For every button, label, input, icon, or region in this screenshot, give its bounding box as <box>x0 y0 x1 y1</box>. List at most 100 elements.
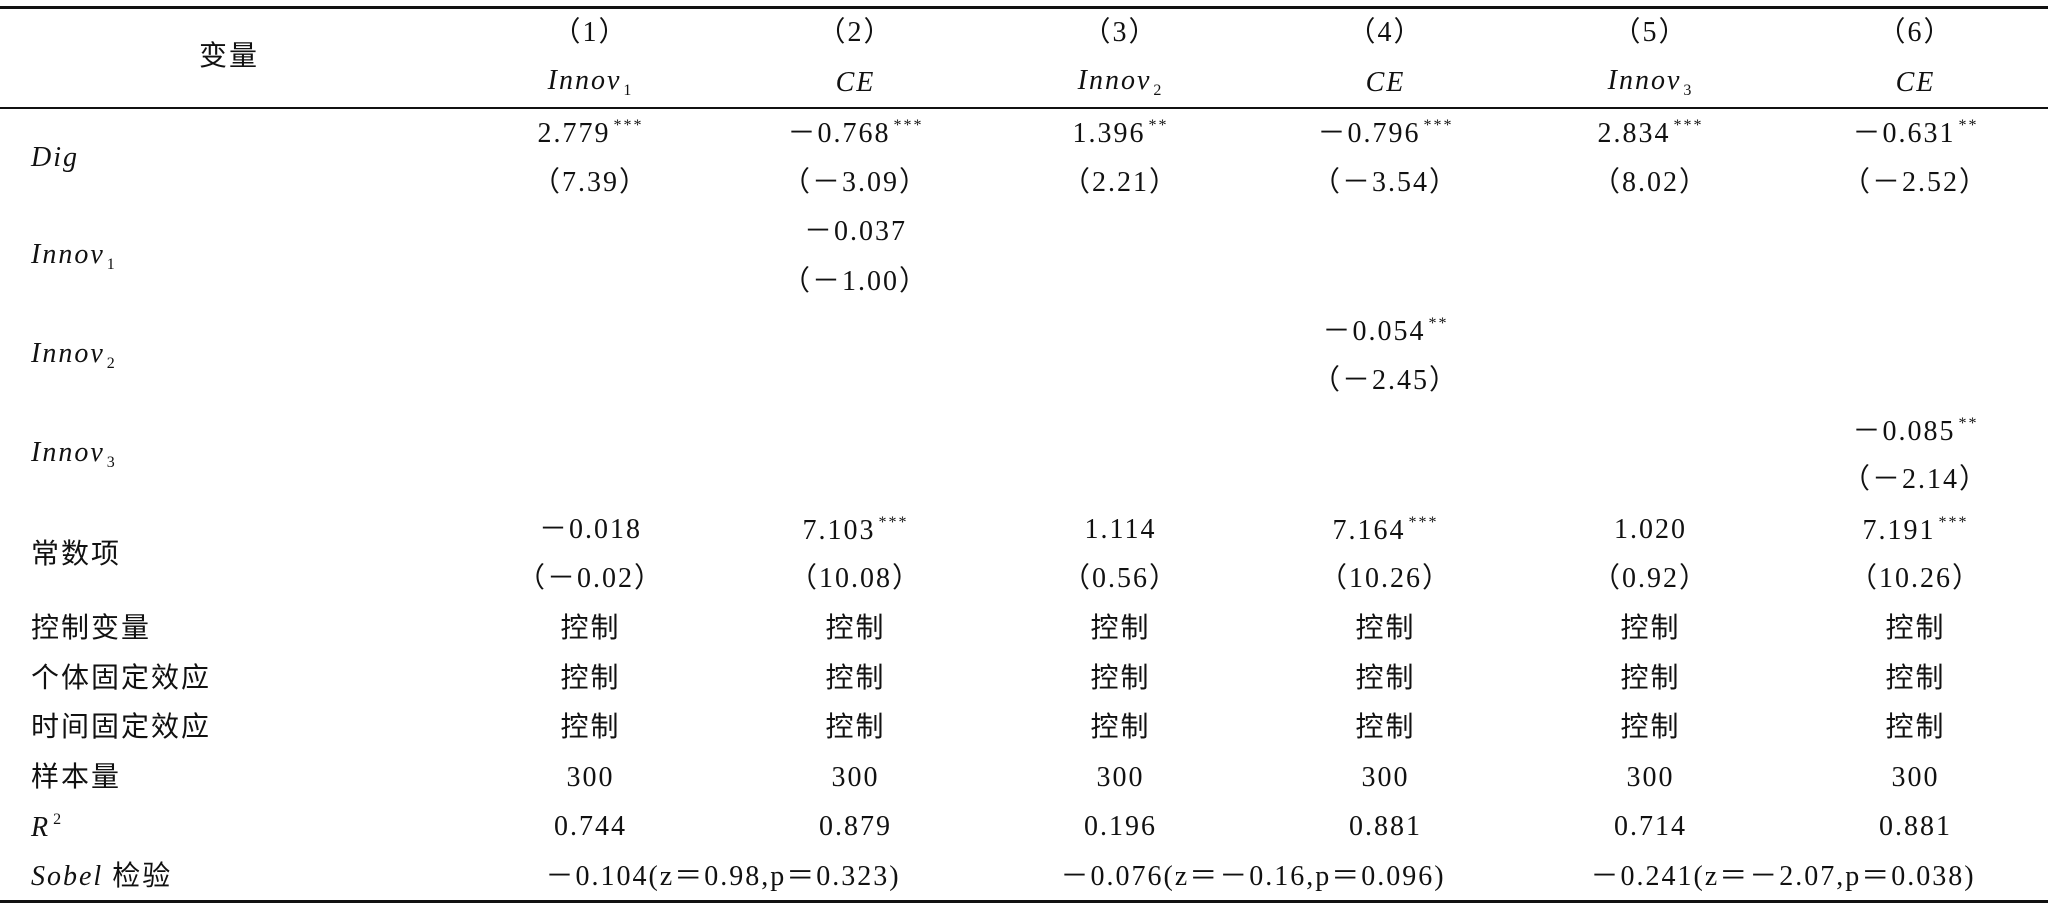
row-label-text: R <box>31 812 51 844</box>
significance-stars: *** <box>878 513 909 531</box>
row-label-text: Dig <box>31 141 79 173</box>
column-number: （1） <box>552 17 629 48</box>
row-label: Innov 3 <box>31 439 117 471</box>
significance-stars: ** <box>1958 117 1979 134</box>
coefficient: 7.103 *** <box>803 513 909 545</box>
top-rule <box>0 6 2048 9</box>
sobel-value: －0.241(z＝－2.07,p＝0.038) <box>1590 861 1976 892</box>
coefficient: 7.191 *** <box>1862 513 1969 546</box>
t-statistic: （－0.02） <box>516 563 665 595</box>
model-name: Innov <box>1077 65 1152 96</box>
significance-stars: *** <box>1938 513 1969 531</box>
significance-stars: *** <box>893 117 924 134</box>
row-label: 个体固定效应 <box>31 662 212 694</box>
coefficient-value: 1.020 <box>1614 513 1687 545</box>
column-number: （4） <box>1347 17 1424 48</box>
column-model: Innov 3 <box>1608 67 1694 99</box>
coefficient: 7.164 *** <box>1333 514 1439 545</box>
cell-value: 控制 <box>825 613 886 644</box>
row-label-text: Sobel <box>31 861 104 892</box>
t-statistic: （－2.45） <box>1311 365 1460 396</box>
coefficient: －0.085 ** <box>1852 414 1979 447</box>
coefficient-value: 7.191 <box>1862 514 1936 546</box>
cell-value: 控制 <box>1090 662 1151 694</box>
coefficient-value: －0.768 <box>787 118 891 149</box>
row-label-text: 样本量 <box>31 761 122 793</box>
coefficient: 1.396 ** <box>1073 118 1169 148</box>
model-name: CE <box>1365 67 1406 98</box>
coefficient-value: －0.018 <box>538 513 643 545</box>
significance-stars: ** <box>1428 315 1449 333</box>
coefficient-value: 2.834 <box>1597 118 1671 149</box>
row-label: 常数项 <box>31 540 121 569</box>
cell-value: 控制 <box>1885 662 1946 694</box>
cell-value: 0.714 <box>1614 811 1687 843</box>
row-label-superscript: 2 <box>53 811 64 829</box>
cell-value: 控制 <box>1620 662 1681 694</box>
column-model: Innov 2 <box>1078 67 1164 99</box>
t-statistic: （8.02） <box>1591 166 1710 198</box>
row-label-text: Innov <box>31 437 105 469</box>
model-name: Innov <box>547 65 622 96</box>
cell-value: 控制 <box>1090 613 1151 644</box>
coefficient-value: －0.631 <box>1852 118 1956 149</box>
coefficient-value: －0.796 <box>1317 118 1421 149</box>
cell-value: 控制 <box>1090 712 1151 744</box>
t-statistic: （0.92） <box>1591 563 1710 595</box>
cell-value: 0.881 <box>1879 811 1952 843</box>
coefficient-value: 1.114 <box>1084 513 1157 545</box>
cell-value: 控制 <box>825 712 886 744</box>
coefficient: 2.834 *** <box>1598 118 1704 148</box>
row-label: Sobel 检验 <box>31 863 172 891</box>
coefficient: －0.018 <box>538 513 643 545</box>
cell-value: 控制 <box>560 613 621 644</box>
row-label-text: Innov <box>31 338 105 370</box>
coefficient-value: －0.054 <box>1322 316 1426 348</box>
coefficient: －0.037 <box>804 218 907 246</box>
coefficient-value: 1.396 <box>1072 118 1146 149</box>
row-label: Innov 1 <box>31 241 117 273</box>
row-label-text: 个体固定效应 <box>31 662 212 694</box>
significance-stars: *** <box>613 117 644 134</box>
cell-value: 300 <box>1096 761 1145 793</box>
row-label: 控制变量 <box>31 615 151 643</box>
cell-value: 0.196 <box>1084 811 1157 843</box>
cell-value: 300 <box>566 761 615 793</box>
model-name: Innov <box>1607 65 1682 96</box>
cell-value: 控制 <box>560 712 621 744</box>
model-subscript: 2 <box>1153 82 1164 99</box>
row-label: 时间固定效应 <box>31 714 211 742</box>
model-name: CE <box>1895 67 1936 98</box>
significance-stars: *** <box>1673 117 1704 134</box>
column-model: CE <box>1896 69 1936 97</box>
header-variable: 变量 <box>198 41 260 72</box>
cell-value: 0.744 <box>554 811 627 843</box>
cell-value: 0.879 <box>819 811 892 843</box>
bottom-rule <box>0 900 2048 903</box>
t-statistic: （7.39） <box>531 166 650 198</box>
significance-stars: ** <box>1958 414 1979 432</box>
t-statistic: （10.08） <box>788 563 923 595</box>
significance-stars: ** <box>1148 117 1169 134</box>
t-statistic: （10.26） <box>1848 563 1983 595</box>
row-label: 样本量 <box>31 761 122 793</box>
coefficient: 2.779 *** <box>538 118 644 148</box>
coefficient: －0.631 ** <box>1852 118 1978 148</box>
coefficient-value: －0.085 <box>1852 415 1956 447</box>
coefficient-value: －0.037 <box>803 216 908 248</box>
row-label: Dig <box>31 141 79 173</box>
column-model: CE <box>1366 69 1406 97</box>
row-label-subscript: 3 <box>106 454 117 472</box>
cell-value: 控制 <box>1355 712 1416 744</box>
coefficient: －0.796 *** <box>1317 118 1453 148</box>
cell-value: 300 <box>831 761 880 793</box>
significance-stars: *** <box>1423 117 1454 134</box>
cell-value: 控制 <box>1885 613 1946 644</box>
column-number: （5） <box>1612 17 1689 48</box>
t-statistic: （0.56） <box>1061 563 1180 595</box>
cell-value: 控制 <box>1355 662 1416 694</box>
cell-value: 控制 <box>560 662 621 694</box>
cell-value: 控制 <box>1885 712 1946 744</box>
